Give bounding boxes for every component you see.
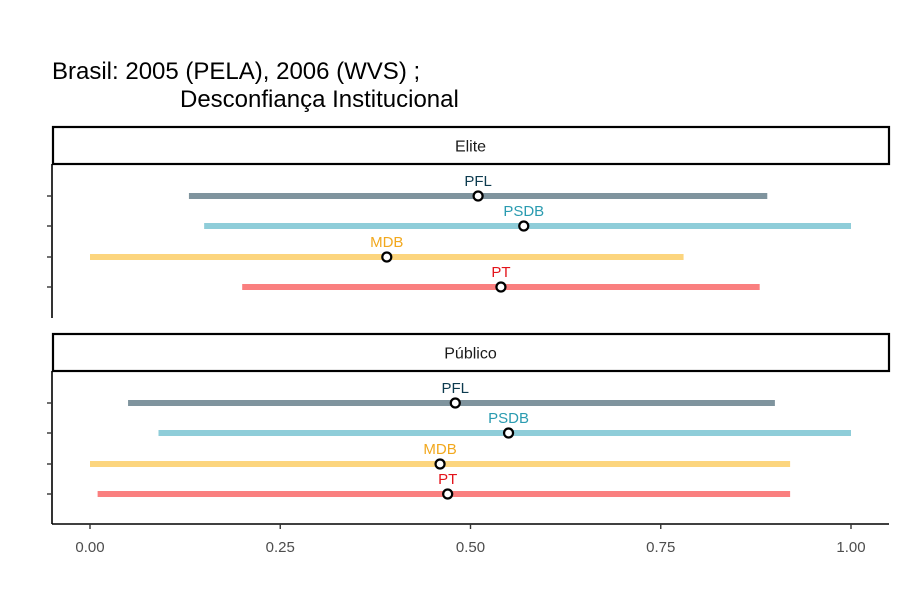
facet-panel-0: Elite PFL PSDB MDB PT [47, 125, 891, 318]
x-tick-label: 0.25 [266, 539, 295, 556]
chart-title-line1: Brasil: 2005 (PELA), 2006 (WVS) ; [52, 58, 420, 85]
point-psdb [502, 427, 515, 439]
party-label-pfl: PFL [464, 173, 492, 190]
party-label-pt: PT [491, 264, 510, 281]
point-mdb [381, 251, 393, 263]
party-label-pt: PT [438, 471, 457, 488]
x-tick-label: 0.00 [75, 539, 104, 556]
point-pt [495, 281, 507, 293]
x-axis: 0.00 0.25 0.50 0.75 1.00 [52, 523, 889, 556]
point-pfl [449, 397, 461, 409]
facet-panels: Elite PFL PSDB MDB PT Público PFL PSDB MDB PT [47, 125, 891, 524]
point-pfl [472, 190, 484, 202]
x-tick-label: 0.75 [646, 539, 675, 556]
party-label-psdb: PSDB [503, 203, 544, 220]
point-psdb [518, 220, 530, 232]
facet-strip [51, 332, 891, 373]
party-label-psdb: PSDB [488, 410, 529, 427]
party-label-mdb: MDB [370, 234, 403, 251]
point-pt [442, 488, 454, 500]
facet-panel-1: Público PFL PSDB MDB PT [47, 332, 891, 524]
x-tick-label: 1.00 [836, 539, 865, 556]
point-mdb [434, 458, 446, 470]
facet-strip [51, 125, 891, 166]
facet-strip-label: Elite [455, 139, 486, 156]
party-label-pfl: PFL [442, 380, 470, 397]
chart-title: Brasil: 2005 (PELA), 2006 (WVS) ; Descon… [52, 58, 459, 113]
x-tick-label: 0.50 [456, 539, 485, 556]
party-label-mdb: MDB [423, 441, 456, 458]
chart-title-line2: Desconfiança Institucional [180, 86, 459, 113]
facet-strip-label: Público [444, 346, 497, 363]
